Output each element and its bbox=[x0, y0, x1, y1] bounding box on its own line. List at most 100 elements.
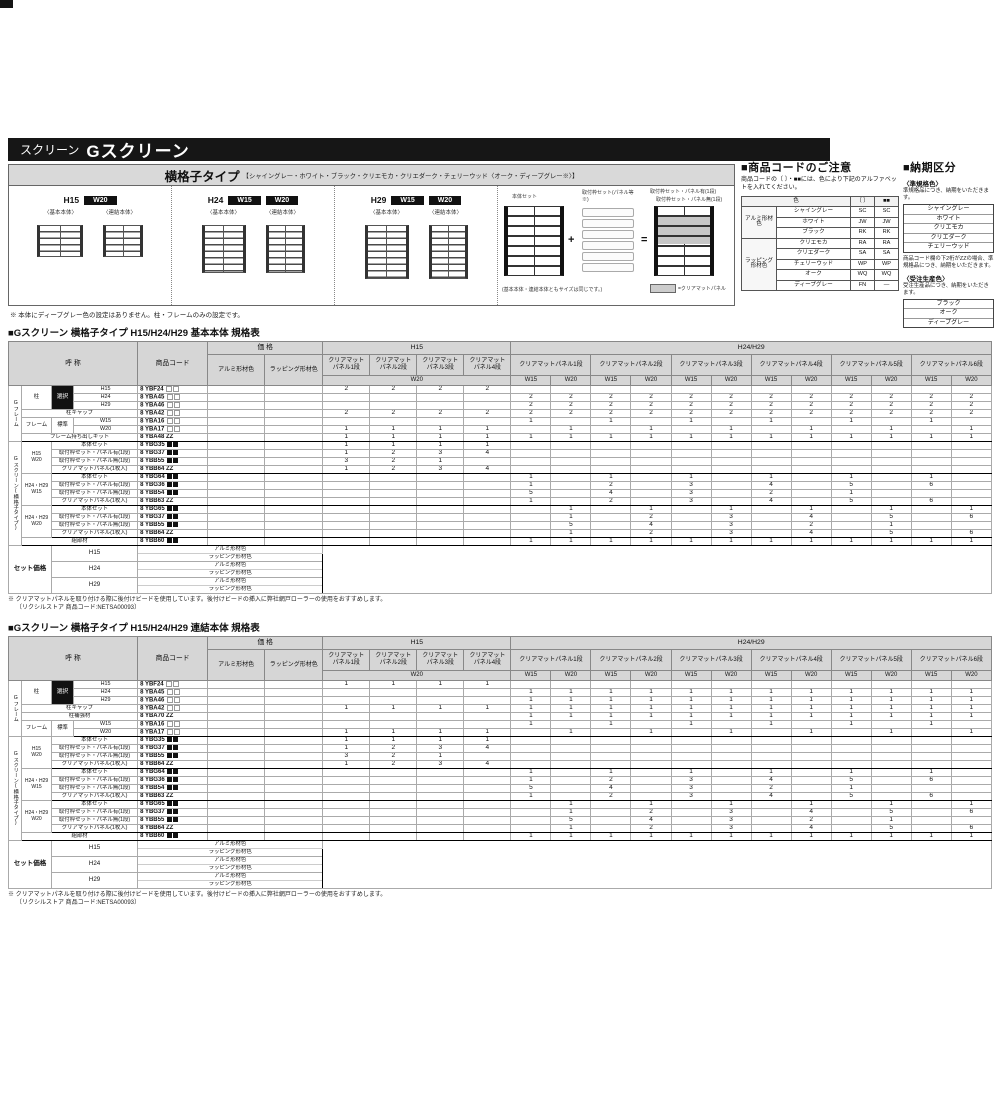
qty-cell: 2 bbox=[750, 401, 792, 410]
qty-cell bbox=[830, 808, 872, 817]
qty-cell: 1 bbox=[590, 704, 632, 713]
alumi-price-cell bbox=[207, 513, 266, 522]
qty-cell bbox=[369, 800, 418, 809]
qty-cell bbox=[416, 808, 465, 817]
qty-cell: 1 bbox=[950, 425, 993, 434]
qty-cell: 1 bbox=[830, 537, 872, 546]
spec-row: 取付枠セット・パネル有(1段) 8 YBG37 1 2 3 4 5 6 bbox=[9, 513, 993, 522]
qty-cell bbox=[910, 505, 952, 514]
alumi-price-cell bbox=[207, 800, 266, 809]
qty-cell bbox=[870, 768, 912, 777]
qty-cell bbox=[322, 800, 371, 809]
qty-cell: 3 bbox=[710, 808, 752, 817]
color-code-filled: RK bbox=[874, 227, 899, 239]
qty-cell bbox=[463, 497, 512, 506]
color-code-table: 色〔 〕 ■■ アルミ形材色 シャイングレー SC SC ホワイト JW JW ブラック RK RK ラ… bbox=[741, 195, 899, 292]
delivery-color: ディープグレー bbox=[927, 319, 970, 326]
name-cell: W20 bbox=[73, 728, 139, 737]
product-code: 8 YBB64 ZZ bbox=[137, 760, 209, 769]
qty-cell: 1 bbox=[550, 704, 592, 713]
alumi-price-cell bbox=[207, 760, 266, 769]
name-cell: 取付枠セット・パネル無(1段) bbox=[51, 752, 139, 761]
qty-cell: 3 bbox=[322, 457, 371, 466]
basic-body-label: 〈基本本体〉 bbox=[206, 210, 240, 216]
qty-cell bbox=[870, 760, 912, 769]
qty-cell bbox=[590, 816, 632, 825]
open-color-box-icon bbox=[173, 418, 180, 425]
qty-cell bbox=[550, 481, 592, 490]
alumi-price-cell bbox=[207, 449, 266, 458]
product-code: 8 YBA45 bbox=[137, 688, 209, 697]
delivery-color: ブラック bbox=[904, 300, 993, 310]
qty-cell: 1 bbox=[750, 712, 792, 721]
type-colors: 【シャイングレー・ホワイト・ブラック・クリエモカ・クリエダーク・チェリーウッド〈… bbox=[242, 172, 579, 180]
qty-cell bbox=[870, 497, 912, 506]
qty-cell: 1 bbox=[550, 824, 592, 833]
set-price-label: セット価格 bbox=[7, 840, 53, 889]
qty-cell bbox=[630, 417, 672, 426]
qty-cell: 1 bbox=[670, 832, 712, 841]
qty-cell: 4 bbox=[790, 513, 832, 522]
qty-cell: 3 bbox=[710, 521, 752, 530]
screen-diagram-icon bbox=[103, 225, 143, 257]
qty-cell: 2 bbox=[416, 385, 465, 394]
qty-cell: 1 bbox=[590, 417, 632, 426]
wrap-price-cell bbox=[264, 425, 324, 434]
qty-cell bbox=[830, 465, 872, 474]
qty-cell: 1 bbox=[870, 728, 912, 737]
qty-cell bbox=[416, 489, 465, 498]
qty-cell: 2 bbox=[510, 393, 552, 402]
spec-table: 呼 称商品コード価 格 H15 H24/H29 アルミ形材色 ラッピング形材色 クリアマッ… bbox=[7, 636, 993, 889]
wrap-price-cell bbox=[264, 505, 324, 514]
qty-cell: 1 bbox=[710, 688, 752, 697]
frame-stack-icon bbox=[582, 208, 634, 274]
qty-cell bbox=[322, 537, 371, 546]
product-code: 8 YBB54 bbox=[137, 489, 209, 498]
width-badge: W15 bbox=[228, 195, 261, 205]
qty-cell: 1 bbox=[630, 537, 672, 546]
qty-cell bbox=[510, 728, 552, 737]
qty-cell bbox=[750, 513, 792, 522]
qty-cell bbox=[416, 696, 465, 705]
qty-cell: 1 bbox=[510, 433, 552, 442]
qty-cell bbox=[950, 465, 993, 474]
zz-suffix: ZZ bbox=[165, 713, 174, 720]
qty-cell: 1 bbox=[550, 688, 592, 697]
qty-cell bbox=[910, 441, 952, 450]
qty-cell bbox=[870, 736, 912, 745]
qty-cell: 1 bbox=[710, 537, 752, 546]
qty-cell: 2 bbox=[369, 409, 418, 418]
qty-cell bbox=[710, 473, 752, 482]
joint-body-label: 〈連結本体〉 bbox=[429, 210, 463, 216]
qty-cell: 1 bbox=[590, 720, 632, 729]
set-price-row: セット価格 H15 アルミ形材色 bbox=[7, 840, 992, 889]
qty-cell bbox=[369, 688, 418, 697]
qty-cell: 2 bbox=[950, 401, 993, 410]
product-code: 8 YBF24 bbox=[137, 385, 209, 394]
open-color-box-icon bbox=[173, 729, 180, 736]
qty-cell bbox=[322, 489, 371, 498]
screen-diagram-icon bbox=[37, 225, 83, 257]
qty-cell bbox=[830, 824, 872, 833]
qty-cell: 3 bbox=[670, 497, 712, 506]
qty-cell: 1 bbox=[590, 688, 632, 697]
qty-cell bbox=[750, 465, 792, 474]
name-cell: 取付枠セット・パネル無(1段) bbox=[51, 784, 139, 793]
open-box-header: 〔 〕 bbox=[850, 195, 875, 208]
qty-cell bbox=[790, 776, 832, 785]
qty-cell: 2 bbox=[550, 393, 592, 402]
qty-cell bbox=[910, 760, 952, 769]
open-color-box-icon bbox=[166, 418, 173, 425]
product-code: 8 YBG37 bbox=[137, 513, 209, 522]
qty-cell: 1 bbox=[369, 441, 418, 450]
filled-color-box-icon bbox=[172, 522, 178, 528]
qty-cell bbox=[790, 784, 832, 793]
qty-cell bbox=[790, 385, 832, 394]
qty-cell bbox=[910, 824, 952, 833]
alumi-price-cell bbox=[207, 521, 266, 530]
qty-cell bbox=[750, 441, 792, 450]
qty-cell: 2 bbox=[322, 385, 371, 394]
qty-cell bbox=[910, 513, 952, 522]
